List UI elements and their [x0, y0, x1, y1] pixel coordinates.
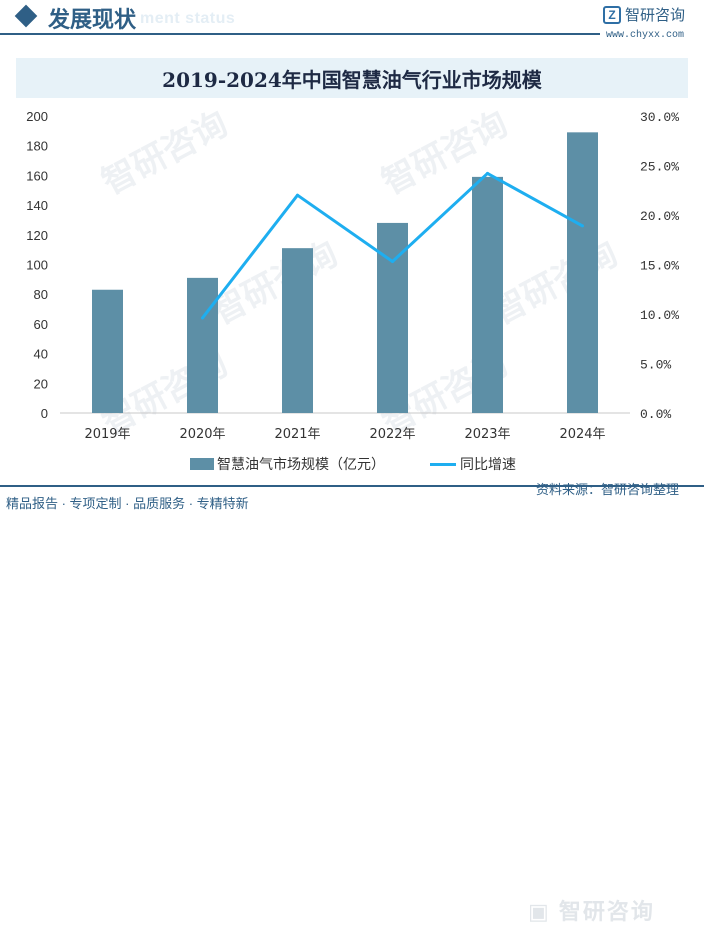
growth-rate-point [201, 316, 204, 320]
legend-line-swatch [430, 463, 456, 466]
x-tick-label: 2020年 [179, 427, 225, 442]
chart-title: 2019-2024年中国智慧油气行业市场规模 [162, 67, 542, 92]
legend: 智慧油气市场规模（亿元） 同比增速 ▣ 智研咨询 [0, 448, 704, 924]
y-tick-label: 200 [26, 109, 48, 124]
y-tick-label: 20 [34, 376, 48, 391]
bar-2021年 [282, 248, 313, 413]
section-subtitle: ment status [140, 10, 236, 27]
brand-site: www.chyxx.com [606, 30, 685, 41]
logo-icon: Z [603, 5, 621, 24]
y-tick-label: 80 [34, 287, 48, 302]
header-divider [0, 33, 600, 35]
x-tick-label: 2023年 [464, 427, 510, 442]
watermark-text: 智研咨询 [95, 104, 234, 203]
y2-tick-label: 25.0% [640, 160, 679, 175]
watermark-text: 智研咨询 [205, 234, 344, 333]
y-tick-label: 180 [26, 139, 48, 154]
brand-logo: Z 智研咨询 [603, 4, 685, 25]
diamond-icon [14, 4, 38, 28]
y2-tick-label: 10.0% [640, 308, 679, 323]
y2-tick-label: 15.0% [640, 259, 679, 274]
x-tick-label: 2022年 [369, 427, 415, 442]
brand-name: 智研咨询 [625, 6, 686, 24]
watermark-text: 智研咨询 [485, 234, 624, 333]
bar-2020年 [187, 277, 218, 413]
growth-rate-point [486, 171, 489, 175]
y2-tick-label: 5.0% [640, 358, 671, 373]
watermark-logo: ▣ 智研咨询 [528, 899, 655, 924]
y2-tick-label: 20.0% [640, 209, 679, 224]
header: 发展现状 ment status Z 智研咨询 www.chyxx.com [0, 0, 704, 46]
x-tick-label: 2021年 [274, 427, 320, 442]
legend-line-label: 同比增速 [460, 456, 516, 472]
source-note: 资料来源：智研咨询整理 [536, 482, 680, 497]
bar-2023年 [472, 176, 503, 413]
bar-2019年 [92, 289, 123, 413]
growth-rate-point [391, 260, 394, 264]
bar-2024年 [567, 132, 598, 413]
footer-divider [0, 485, 704, 487]
y-tick-label: 0 [41, 406, 48, 421]
y2-tick-label: 0.0% [640, 407, 671, 422]
growth-rate-point [581, 224, 584, 228]
y-tick-label: 140 [26, 198, 48, 213]
y-tick-label: 120 [26, 228, 48, 243]
x-tick-label: 2019年 [84, 427, 130, 442]
footer: 精品报告 · 专项定制 · 品质服务 · 专精特新 资料来源：智研咨询整理 [0, 482, 704, 515]
x-tick-label: 2024年 [559, 427, 605, 442]
y-tick-label: 60 [34, 317, 48, 332]
section-title: 发展现状 [48, 8, 137, 33]
legend-bar-swatch [190, 458, 214, 470]
legend-bar-label: 智慧油气市场规模（亿元） [217, 456, 385, 472]
y-tick-label: 160 [26, 168, 48, 183]
footer-slogan: 精品报告 · 专项定制 · 品质服务 · 专精特新 [6, 496, 249, 511]
y-tick-label: 40 [34, 347, 48, 362]
y-tick-label: 100 [26, 258, 48, 273]
chart-title-bar: 2019-2024年中国智慧油气行业市场规模 [16, 58, 688, 98]
growth-rate-point [296, 193, 299, 197]
y2-tick-label: 30.0% [640, 110, 679, 125]
